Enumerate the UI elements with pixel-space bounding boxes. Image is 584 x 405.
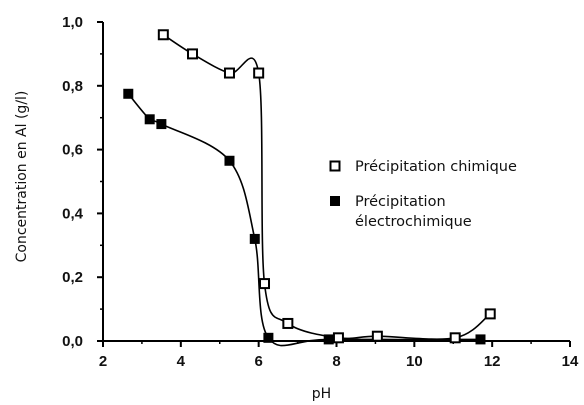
series-curves (127, 34, 491, 347)
legend-label: électrochimique (355, 214, 472, 230)
y-tick-label: 0,8 (62, 78, 83, 95)
legend-label: Précipitation chimique (355, 159, 517, 175)
data-point-electrochimique (249, 233, 260, 244)
data-point-electrochimique (156, 119, 167, 130)
data-point-electrochimique (144, 114, 155, 125)
data-point-chimique (157, 29, 169, 41)
y-tick-label: 0,6 (62, 142, 83, 159)
x-tick-label: 2 (99, 353, 107, 370)
legend-label: Précipitation (355, 194, 446, 210)
ticks: 2 4 6 8 10 12 14 0,0 0,2 0,4 0,6 0,8 1,0 (62, 14, 579, 370)
y-axis-title: Concentration en Al (g/l) (14, 91, 30, 263)
x-tick-label: 12 (484, 353, 501, 370)
legend-marker-filled-square (330, 196, 340, 206)
x-tick-label: 8 (332, 353, 340, 370)
axes (102, 22, 570, 342)
series-markers (123, 29, 496, 345)
data-point-electrochimique (123, 88, 134, 99)
data-point-chimique (253, 67, 265, 79)
y-tick-label: 0,2 (62, 269, 83, 286)
data-point-chimique (332, 332, 344, 344)
legend-marker-open-square (329, 160, 341, 172)
data-point-chimique (282, 317, 294, 329)
data-point-electrochimique (224, 155, 235, 166)
y-tick-label: 0,0 (62, 333, 83, 350)
data-point-chimique (371, 330, 383, 342)
curve-chimique (162, 34, 491, 340)
data-point-electrochimique (475, 334, 486, 345)
data-point-electrochimique (263, 332, 274, 343)
data-point-chimique (484, 308, 496, 320)
legend: Précipitation chimique Précipitation élect… (329, 159, 517, 230)
data-point-chimique (259, 278, 271, 290)
x-axis-title: pH (312, 386, 331, 402)
x-tick-label: 6 (254, 353, 262, 370)
x-tick-label: 4 (177, 353, 186, 370)
x-tick-label: 10 (406, 353, 423, 370)
y-tick-label: 0,4 (62, 205, 84, 222)
data-point-chimique (187, 48, 199, 60)
data-point-chimique (223, 67, 235, 79)
x-tick-label: 14 (562, 353, 579, 370)
data-point-electrochimique (323, 334, 334, 345)
data-point-chimique (449, 332, 461, 344)
y-tick-label: 1,0 (62, 14, 83, 31)
